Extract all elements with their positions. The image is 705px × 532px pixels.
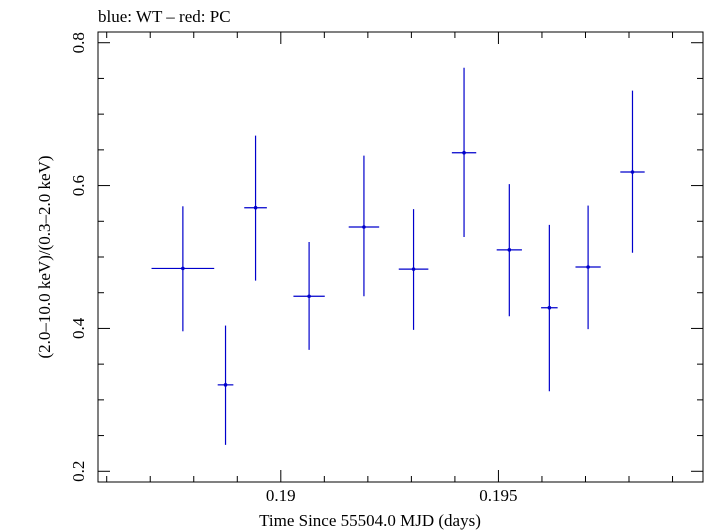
point-marker: [362, 225, 366, 229]
point-marker: [181, 266, 185, 271]
x-axis-label: Time Since 55504.0 MJD (days): [259, 511, 481, 530]
data-point: [620, 90, 645, 253]
tick-labels: 0.19 0.195 0.2 0.4 0.6 0.8: [69, 32, 518, 505]
data-point: [398, 209, 429, 330]
data-point: [151, 206, 215, 332]
point-marker: [307, 294, 311, 299]
point-marker: [462, 150, 466, 155]
point-marker: [253, 205, 258, 210]
axis-ticks: [98, 32, 703, 482]
data-point: [217, 325, 234, 445]
point-marker: [586, 265, 590, 269]
data-point: [575, 205, 601, 330]
point-marker: [411, 267, 416, 271]
data-point: [244, 135, 267, 281]
x-tick-label: 0.19: [266, 486, 296, 505]
data-point: [541, 224, 558, 392]
y-tick-label: 0.6: [69, 175, 88, 196]
y-tick-label: 0.4: [69, 317, 88, 339]
data-points: [151, 67, 645, 445]
point-marker: [223, 383, 228, 387]
point-marker: [507, 248, 512, 252]
y-axis-label: (2.0–10.0 keV)/(0.3–2.0 keV): [35, 155, 54, 358]
chart-title: blue: WT – red: PC: [98, 7, 231, 26]
point-marker: [630, 170, 635, 174]
y-tick-label: 0.8: [69, 32, 88, 53]
y-tick-label: 0.2: [69, 461, 88, 482]
point-marker: [547, 305, 552, 310]
plot-frame: [97, 31, 704, 483]
data-point: [496, 184, 522, 317]
data-point: [293, 242, 325, 350]
x-tick-label: 0.195: [479, 486, 517, 505]
data-point: [451, 67, 477, 237]
data-point: [348, 155, 380, 297]
